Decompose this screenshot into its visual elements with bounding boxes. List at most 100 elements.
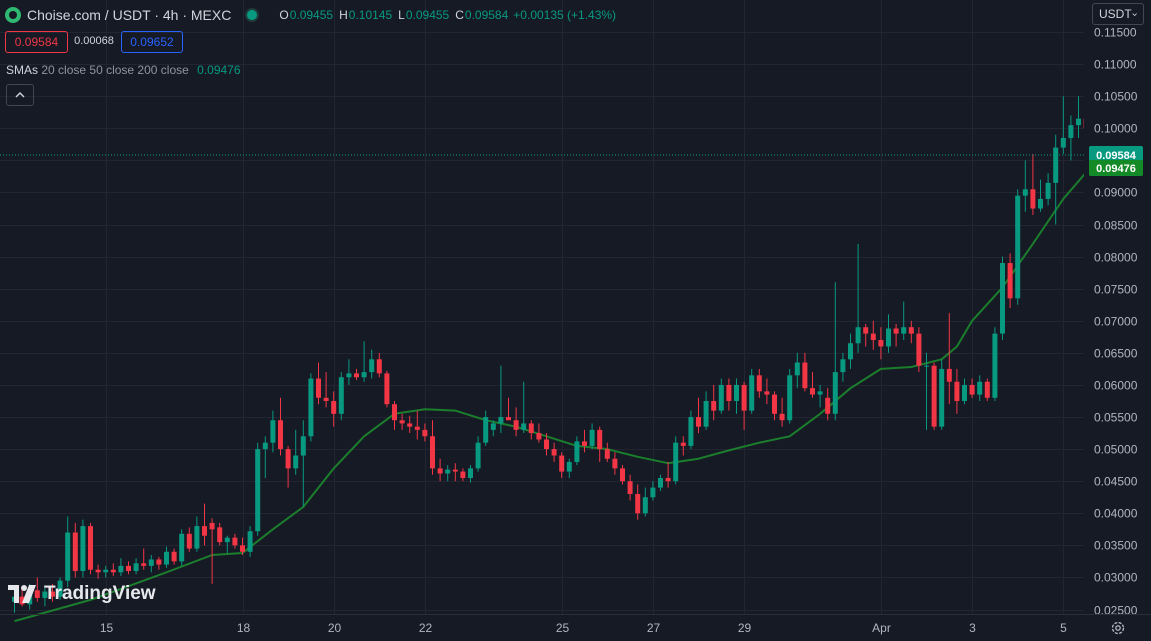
candle-body [718,384,724,411]
candle-body [756,375,762,392]
candle-body [680,442,686,446]
candle-body [452,469,458,472]
symbol-title[interactable]: Choise.com / USDT · 4h · MEXC [27,7,232,23]
candle-body [863,327,869,334]
candle-body [528,423,534,434]
candle-body [437,468,443,474]
sma-price-badge [1089,159,1143,176]
chevron-down-icon [1132,12,1137,16]
candle-body [886,328,891,347]
candle-body [42,591,48,598]
candle-body [369,359,375,373]
candle-body [878,340,884,347]
buy-button[interactable]: 0.09652 [121,31,183,53]
candle-body [787,375,793,421]
candle-body [126,565,131,572]
sma-params: 20 close 50 close 200 close [41,63,189,77]
candle-body [1007,263,1013,299]
close-value: 0.09584 [464,8,509,22]
time-tick-label: 22 [419,621,433,635]
candle-body [384,373,390,405]
chevron-up-icon [15,92,25,98]
candle-body [954,381,960,401]
candle-body [483,417,489,443]
candle-body [468,468,473,478]
candle-body [240,545,245,552]
tradingview-logo-icon [8,585,36,603]
candle-body [1015,195,1021,299]
candle-body [262,442,268,450]
candle-body [825,397,831,414]
candle-body [794,362,800,376]
candle-body [984,381,990,398]
currency-button[interactable]: USDT [1092,3,1144,25]
candle-body [817,391,823,395]
candle-body [673,442,679,482]
candle-body [194,526,200,549]
time-tick-label: 15 [100,621,114,635]
candle-body [422,429,428,437]
candle-body [1000,263,1005,334]
candle-body [513,420,519,430]
candle-body [186,533,192,549]
candle-body [1053,147,1059,183]
sma-price-label: 0.09476 [1096,163,1136,175]
candle-body [57,580,63,597]
open-value: 0.09455 [289,8,334,22]
time-tick-label: 5 [1060,621,1067,635]
candle-body [749,375,755,411]
candle-body [498,417,504,424]
price-tick-label: 0.10000 [1094,122,1138,136]
candle-body [1030,189,1036,209]
candle-body [1076,118,1081,126]
price-tick-label: 0.07500 [1094,283,1138,297]
candle-body [103,569,109,573]
price-tick-label: 0.11000 [1094,58,1137,72]
candle-body [665,477,671,482]
candle-body [1045,182,1051,199]
candle-body [551,449,557,456]
candle-body [703,400,709,427]
candle-body [247,531,253,552]
candle-body [34,590,40,598]
choise-logo-icon [5,7,21,23]
candle-body [148,559,154,566]
candle-body [642,497,648,514]
candle-body [969,384,975,395]
settings-gear-icon[interactable] [1110,620,1126,636]
collapse-legend-button[interactable] [6,84,34,106]
price-tick-label: 0.11500 [1094,26,1137,40]
candle-body [171,551,177,562]
candle-body [832,372,838,414]
candle-body [338,377,344,414]
price-tick-label: 0.08500 [1094,219,1138,233]
candle-body [802,362,808,389]
high-value: 0.10145 [348,8,393,22]
candle-body [931,365,937,427]
candle-body [977,381,983,395]
price-axis[interactable]: 0.115000.110000.105000.100000.095000.090… [1084,0,1151,641]
candle-body [612,458,618,469]
candle-body [202,526,207,536]
sell-button[interactable]: 0.09584 [5,31,68,53]
time-axis[interactable]: 15 18 20 22 25 27 29 Apr 3 5 [0,614,1151,636]
time-tick-label: 29 [738,621,752,635]
candle-body [209,522,215,530]
candle-body [414,426,420,430]
candle-body [50,591,55,597]
candle-body [741,384,747,411]
candle-body [521,423,527,430]
time-tick-label: 18 [237,621,251,635]
candle-body [156,559,162,565]
sma-legend[interactable]: SMAs 20 close 50 close 200 close 0.09476 [6,63,241,77]
candle-body [475,442,481,469]
candles [12,46,1150,613]
candle-body [361,372,367,378]
candle-body [376,359,382,374]
candle-body [734,384,739,401]
candle-body [939,368,945,427]
candle-body [650,487,656,498]
sma-name: SMAs [6,63,39,77]
price-tick-label: 0.04500 [1094,475,1138,489]
